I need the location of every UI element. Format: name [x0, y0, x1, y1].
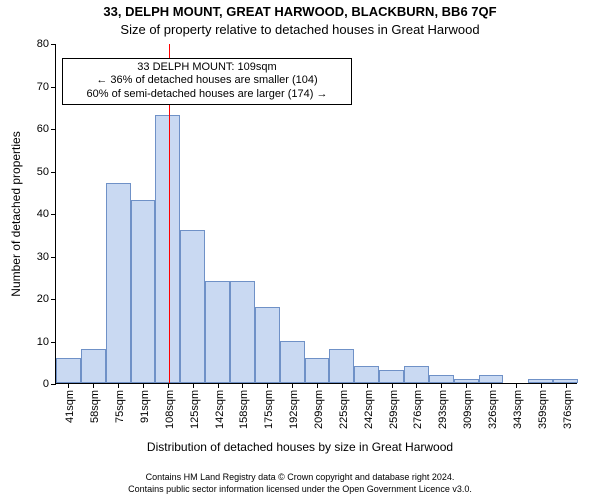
x-tick — [267, 383, 268, 388]
bar — [354, 366, 379, 383]
bar — [429, 375, 454, 384]
x-tick — [367, 383, 368, 388]
annotation-line: 60% of semi-detached houses are larger (… — [69, 88, 345, 102]
x-tick-label: 58sqm — [89, 390, 101, 423]
bar — [81, 349, 106, 383]
bar — [56, 358, 81, 384]
x-tick — [317, 383, 318, 388]
bar — [255, 307, 280, 384]
x-tick — [168, 383, 169, 388]
x-tick — [143, 383, 144, 388]
y-tick-label: 40 — [37, 208, 49, 220]
x-tick — [93, 383, 94, 388]
chart-subtitle: Size of property relative to detached ho… — [0, 22, 600, 37]
y-axis-label: Number of detached properties — [9, 44, 23, 384]
x-tick-label: 225sqm — [338, 390, 350, 429]
x-tick — [541, 383, 542, 388]
credit-line-2: Contains public sector information licen… — [0, 484, 600, 494]
x-tick-label: 175sqm — [263, 390, 275, 429]
x-tick — [68, 383, 69, 388]
y-tick — [51, 384, 56, 385]
bar — [305, 358, 330, 384]
bar — [280, 341, 305, 384]
bar — [379, 370, 404, 383]
x-tick-label: 242sqm — [363, 390, 375, 429]
credit-line-1: Contains HM Land Registry data © Crown c… — [0, 472, 600, 482]
x-tick-label: 158sqm — [238, 390, 250, 429]
x-tick — [242, 383, 243, 388]
y-tick-label: 20 — [37, 293, 49, 305]
x-tick — [516, 383, 517, 388]
y-tick — [51, 44, 56, 45]
y-tick — [51, 129, 56, 130]
bar — [329, 349, 354, 383]
y-tick — [51, 87, 56, 88]
x-tick — [218, 383, 219, 388]
y-tick-label: 60 — [37, 123, 49, 135]
x-tick-label: 192sqm — [288, 390, 300, 429]
x-tick-label: 343sqm — [512, 390, 524, 429]
bar — [180, 230, 205, 383]
bar — [205, 281, 230, 383]
x-tick-label: 125sqm — [189, 390, 201, 429]
x-tick — [491, 383, 492, 388]
y-tick-label: 70 — [37, 81, 49, 93]
bar — [155, 115, 180, 383]
x-tick-label: 209sqm — [313, 390, 325, 429]
x-tick-label: 41sqm — [64, 390, 76, 423]
x-tick — [416, 383, 417, 388]
y-tick-label: 50 — [37, 166, 49, 178]
y-tick — [51, 342, 56, 343]
x-tick — [342, 383, 343, 388]
x-tick — [292, 383, 293, 388]
y-tick-label: 30 — [37, 251, 49, 263]
x-tick-label: 376sqm — [562, 390, 574, 429]
bar — [131, 200, 156, 383]
x-tick — [441, 383, 442, 388]
y-tick-label: 10 — [37, 336, 49, 348]
x-tick-label: 75sqm — [114, 390, 126, 423]
y-tick — [51, 257, 56, 258]
x-tick-label: 359sqm — [537, 390, 549, 429]
x-tick-label: 309sqm — [462, 390, 474, 429]
y-tick-label: 80 — [37, 38, 49, 50]
y-tick — [51, 214, 56, 215]
x-tick-label: 259sqm — [388, 390, 400, 429]
x-tick — [392, 383, 393, 388]
bar — [230, 281, 255, 383]
y-tick — [51, 172, 56, 173]
x-tick-label: 326sqm — [487, 390, 499, 429]
annotation-box: 33 DELPH MOUNT: 109sqm← 36% of detached … — [62, 58, 352, 105]
bar — [479, 375, 504, 384]
annotation-line: ← 36% of detached houses are smaller (10… — [69, 74, 345, 88]
x-tick — [466, 383, 467, 388]
x-tick-label: 142sqm — [214, 390, 226, 429]
x-tick-label: 276sqm — [412, 390, 424, 429]
x-tick — [193, 383, 194, 388]
x-tick-label: 108sqm — [164, 390, 176, 429]
bar — [404, 366, 429, 383]
y-tick — [51, 299, 56, 300]
x-tick — [118, 383, 119, 388]
y-tick-label: 0 — [43, 378, 49, 390]
x-tick-label: 91sqm — [139, 390, 151, 423]
x-axis-label: Distribution of detached houses by size … — [0, 440, 600, 454]
bar — [106, 183, 131, 383]
chart-container: { "title": { "line1": "33, DELPH MOUNT, … — [0, 0, 600, 500]
chart-title: 33, DELPH MOUNT, GREAT HARWOOD, BLACKBUR… — [0, 4, 600, 19]
x-tick — [566, 383, 567, 388]
annotation-line: 33 DELPH MOUNT: 109sqm — [69, 61, 345, 75]
x-tick-label: 293sqm — [437, 390, 449, 429]
